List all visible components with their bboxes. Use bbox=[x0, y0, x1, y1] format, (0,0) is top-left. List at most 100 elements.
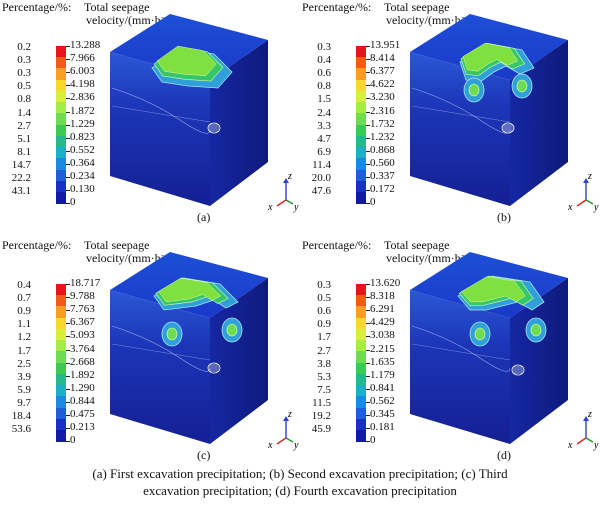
velocity-label: 0.562 bbox=[370, 394, 395, 407]
velocity-label: 1.290 bbox=[70, 381, 95, 394]
color-bar-tick bbox=[366, 137, 370, 139]
color-bar-tick bbox=[66, 415, 70, 416]
color-bar-tick bbox=[366, 349, 370, 351]
color-bar-tick bbox=[66, 163, 70, 165]
contour-line bbox=[111, 87, 211, 134]
color-bar-tick bbox=[66, 428, 70, 430]
percentage-label: 5.9 bbox=[17, 383, 31, 396]
percentage-label: 5.1 bbox=[17, 132, 31, 145]
color-bar-tick bbox=[366, 98, 370, 100]
cube-top-face bbox=[110, 14, 268, 80]
percentage-label: 0.8 bbox=[17, 93, 31, 106]
x-axis-label: x bbox=[568, 202, 573, 213]
velocity-label: 6.377 bbox=[370, 65, 395, 78]
color-legend: 0.3 0.4 0.6 0.8 1.5 2.4 3.3 4.7 6.9 11.4 20.0 47.6 1… bbox=[300, 40, 401, 212]
figure-caption-line-2: excavation precipitation; (d) Fourth exc… bbox=[143, 483, 457, 498]
color-bar-segment bbox=[356, 191, 366, 204]
color-bar-tick bbox=[66, 375, 70, 377]
color-bar bbox=[56, 46, 70, 205]
velocity-label: 0.234 bbox=[70, 170, 95, 182]
well-marker-icon bbox=[511, 364, 525, 376]
seepage-contour-cone-core bbox=[468, 83, 480, 97]
percentage-label: 14.7 bbox=[11, 158, 31, 171]
velocity-label: 2.836 bbox=[70, 91, 95, 104]
color-bar-segment bbox=[356, 284, 366, 296]
velocity-label: 7.763 bbox=[70, 303, 95, 316]
color-bar-segment bbox=[56, 57, 66, 69]
color-bar-tick bbox=[366, 336, 370, 338]
cube-side-face bbox=[210, 278, 268, 444]
color-bar-tick bbox=[66, 59, 70, 61]
percentage-label: 20.0 bbox=[311, 172, 331, 184]
velocity-label: 1.635 bbox=[370, 355, 395, 368]
color-bar-tick bbox=[366, 441, 370, 443]
color-bar-tick bbox=[66, 336, 70, 338]
color-bar-segment bbox=[356, 57, 366, 69]
velocity-label: 0.345 bbox=[370, 408, 395, 420]
color-bar-segment bbox=[56, 362, 66, 375]
y-axis-label: y bbox=[293, 440, 299, 451]
color-bar-segment bbox=[56, 429, 66, 442]
percentage-label: 1.7 bbox=[17, 344, 31, 357]
percentage-label: 9.7 bbox=[17, 396, 31, 409]
well-marker-icon bbox=[501, 122, 515, 134]
velocity-label: 8.318 bbox=[370, 290, 395, 303]
seepage-contour-inner bbox=[462, 42, 519, 72]
color-bar-segment bbox=[56, 385, 66, 397]
velocity-label: 6.367 bbox=[70, 316, 95, 329]
y-axis-label: y bbox=[593, 440, 599, 451]
velocity-label: 0.868 bbox=[370, 143, 395, 156]
color-bar-tick bbox=[366, 46, 370, 47]
axis-triad-icon: z x y bbox=[568, 171, 599, 213]
percentage-label: 43.1 bbox=[11, 185, 31, 198]
color-bar-tick bbox=[366, 401, 370, 403]
color-bar-tick bbox=[366, 111, 370, 113]
color-bar-tick bbox=[366, 163, 370, 165]
color-bar-tick bbox=[366, 297, 370, 299]
color-bar-tick bbox=[366, 310, 370, 312]
cube-front-face bbox=[110, 290, 210, 444]
color-bar-segment bbox=[56, 90, 66, 103]
percentage-label: 0.6 bbox=[317, 305, 331, 318]
velocity-label: 2.215 bbox=[370, 342, 395, 355]
percentage-label: 0.3 bbox=[317, 41, 331, 53]
velocity-label: 1.179 bbox=[370, 368, 395, 381]
color-bar-tick bbox=[366, 284, 370, 285]
color-bar-segment bbox=[56, 418, 66, 431]
color-bar-tick bbox=[366, 375, 370, 377]
velocity-label: 8.414 bbox=[370, 52, 395, 65]
axis-triad-icon: z x y bbox=[568, 409, 599, 451]
velocity-label: 0.364 bbox=[70, 156, 95, 169]
percentage-label: 45.9 bbox=[311, 423, 331, 436]
color-bar-segment bbox=[356, 147, 366, 159]
color-bar-segment bbox=[56, 351, 66, 364]
contour-line bbox=[411, 343, 511, 361]
color-bar-segment bbox=[56, 79, 66, 92]
seepage-contour-cone-core bbox=[166, 327, 178, 341]
color-bar-segment bbox=[356, 124, 366, 137]
color-bar-segment bbox=[356, 328, 366, 341]
velocity-header-line1: Total seepage bbox=[84, 0, 150, 14]
velocity-label: 1.872 bbox=[70, 104, 95, 117]
color-bar-segment bbox=[356, 429, 366, 442]
color-bar-tick bbox=[66, 177, 70, 178]
color-bar-tick bbox=[66, 98, 70, 100]
contour-line bbox=[111, 325, 211, 372]
axis-triad-icon: z x y bbox=[268, 171, 299, 213]
velocity-label: 0.823 bbox=[70, 130, 95, 143]
color-bar-segment bbox=[356, 46, 366, 58]
cube-front-face bbox=[410, 52, 510, 206]
color-bar-segment bbox=[356, 180, 366, 193]
color-bar-segment bbox=[56, 68, 66, 81]
color-bar-segment bbox=[56, 396, 66, 408]
percentage-label: 0.9 bbox=[17, 305, 31, 318]
color-bar-segment bbox=[56, 113, 66, 126]
z-axis-label: z bbox=[587, 409, 592, 420]
color-bar-tick bbox=[66, 85, 70, 87]
percentage-header: Percentage/%: bbox=[302, 238, 372, 252]
color-bar-tick bbox=[366, 388, 370, 390]
color-bar-segment bbox=[56, 180, 66, 193]
color-legend: 0.4 0.7 0.9 1.1 1.2 1.7 2.5 3.9 5.9 9.7 18.4 53.6 18… bbox=[0, 278, 101, 450]
velocity-label: 3.038 bbox=[370, 329, 395, 342]
color-bar-segment bbox=[356, 102, 366, 114]
